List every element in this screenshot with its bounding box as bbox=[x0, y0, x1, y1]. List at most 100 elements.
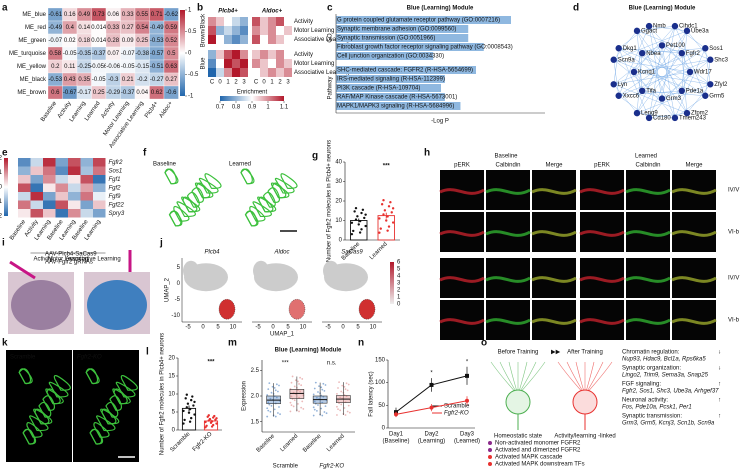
panel-label: f bbox=[143, 148, 147, 159]
marker bbox=[465, 373, 469, 378]
cell-value: -0.05 bbox=[92, 77, 106, 83]
heat-cell bbox=[55, 200, 68, 209]
dot bbox=[294, 379, 297, 382]
legend-label: Activated MAPK downstream TFs bbox=[495, 462, 585, 468]
node bbox=[683, 27, 691, 35]
dot bbox=[321, 388, 324, 391]
x-tick-label: 10 bbox=[370, 325, 377, 331]
heat-cell bbox=[43, 192, 56, 201]
colorbar-label: 4 bbox=[397, 274, 401, 280]
cell-value: 0.4 bbox=[66, 25, 75, 31]
cell-outline bbox=[53, 375, 71, 391]
colorbar-label: 5 bbox=[397, 267, 401, 273]
y-tick-label: 0 bbox=[339, 238, 343, 244]
dot bbox=[348, 411, 351, 414]
heat-cell bbox=[268, 68, 276, 77]
term: MAPK1/MAPK3 signaling (R-HSA-5684996) bbox=[337, 104, 454, 110]
vector-label: AAV-Plcb4-SaCas9 bbox=[45, 252, 97, 258]
cell-value: 0.49 bbox=[78, 12, 90, 18]
gene-label: Ggact bbox=[641, 28, 657, 34]
stage-label: Before Training bbox=[498, 350, 539, 356]
dot bbox=[358, 219, 362, 223]
heat-cell bbox=[276, 26, 284, 35]
direction-arrow: ↑ bbox=[718, 414, 721, 420]
category-title: Synaptic organization: bbox=[622, 366, 681, 372]
x-tick-label: 10 bbox=[300, 325, 307, 331]
dot bbox=[382, 213, 385, 216]
bar bbox=[336, 16, 511, 24]
legend-icon bbox=[488, 441, 492, 445]
heat-cell bbox=[232, 59, 240, 68]
term: Cell junction organization (GO:0034330) bbox=[337, 54, 444, 60]
cell-outline bbox=[173, 205, 190, 222]
cell-value: -0.05 bbox=[121, 64, 135, 70]
legend-label: Activated and dimerized FGFR2 bbox=[495, 448, 581, 454]
heat-cell bbox=[208, 26, 216, 35]
gene-label: Tifa bbox=[646, 88, 656, 94]
edge bbox=[642, 48, 706, 91]
gene-label: Pde1a bbox=[686, 88, 704, 94]
heat-cell bbox=[224, 35, 232, 44]
x-label: 3 bbox=[242, 80, 246, 86]
dot bbox=[357, 223, 360, 226]
cell-value: -0.49 bbox=[150, 25, 164, 31]
gene-list: Grm3, Grm5, Kcnj3, Scn1b, Scn9a bbox=[622, 421, 715, 427]
cell-outline bbox=[48, 381, 69, 398]
tissue bbox=[531, 276, 577, 283]
node bbox=[683, 109, 691, 117]
gene-label: Nmb bbox=[653, 24, 666, 30]
heat-cell bbox=[18, 158, 31, 167]
column-title: Plcb4+ bbox=[218, 9, 238, 15]
cell-outline bbox=[181, 196, 201, 213]
dot bbox=[268, 382, 271, 385]
x-label: 1 bbox=[270, 80, 274, 86]
heat-cell bbox=[216, 26, 224, 35]
heat-cell bbox=[208, 17, 216, 26]
y-tick-label: 20 bbox=[335, 199, 342, 205]
dot bbox=[387, 225, 391, 228]
dot bbox=[298, 396, 300, 399]
dot bbox=[301, 378, 304, 380]
cell-outline bbox=[33, 408, 53, 425]
edge bbox=[613, 84, 688, 114]
heat-cell bbox=[224, 50, 232, 59]
x-tick-label: Day2 bbox=[424, 432, 439, 438]
x-tick-label: Learned bbox=[369, 241, 389, 261]
tissue bbox=[625, 276, 671, 283]
dot bbox=[278, 384, 280, 387]
heat-cell bbox=[55, 166, 68, 175]
dot bbox=[363, 216, 366, 220]
x-tick-label: -5 bbox=[255, 325, 261, 331]
heat-cell bbox=[30, 166, 43, 175]
y-tick-label: 5 bbox=[177, 265, 181, 271]
dot bbox=[290, 381, 293, 384]
dot bbox=[190, 398, 193, 402]
cell-outline bbox=[198, 177, 219, 194]
cell-value: 0.25 bbox=[136, 38, 148, 44]
cell-value: 0.43 bbox=[64, 77, 76, 83]
heat-cell bbox=[93, 175, 106, 184]
cell-outline bbox=[89, 428, 103, 445]
tissue bbox=[579, 230, 625, 237]
heat-cell bbox=[55, 192, 68, 201]
edge bbox=[681, 53, 691, 73]
colorbar-label: -2 bbox=[0, 214, 3, 220]
category-title: FGF signaling: bbox=[622, 382, 661, 388]
dot bbox=[313, 387, 316, 390]
dot bbox=[339, 396, 342, 399]
heat-cell bbox=[18, 200, 31, 209]
dot bbox=[356, 215, 359, 218]
x-tick-label: Learned bbox=[280, 433, 300, 453]
gene-label: Zfyl2 bbox=[714, 82, 728, 88]
cell-value: 0.52 bbox=[165, 38, 177, 44]
cell-value: 0.27 bbox=[122, 25, 134, 31]
heat-cell bbox=[18, 192, 31, 201]
gene-label: Fgf9 bbox=[109, 194, 122, 200]
bar bbox=[336, 43, 484, 51]
panel-label: j bbox=[159, 238, 163, 249]
heat-cell bbox=[252, 35, 260, 44]
node bbox=[658, 95, 666, 102]
cell-value: 0.25 bbox=[93, 90, 105, 96]
heat-cell bbox=[93, 166, 106, 175]
channel-label: Calbindin bbox=[635, 163, 660, 169]
